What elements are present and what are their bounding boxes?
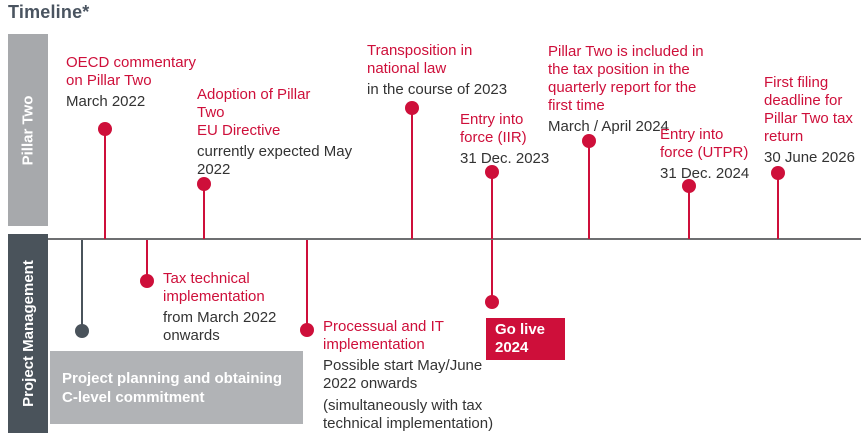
milestone-label-eu-directive: Adoption of Pillar Two EU Directive curr… (197, 86, 357, 179)
milestone-date: from March 2022 onwards (163, 309, 277, 344)
golive-title: Go live (495, 321, 546, 338)
lane-label-project-management: Project Management (19, 260, 37, 407)
milestone-label-oecd-commentary: OECD commentary on Pillar Two March 2022 (66, 54, 216, 111)
milestone-dot (582, 134, 596, 148)
milestone-label-entry-utpr: Entry into force (UTPR) 31 Dec. 2024 (660, 126, 800, 183)
milestone-date: currently expected May 2022 (197, 143, 353, 178)
milestone-dot (771, 166, 785, 180)
milestone-date: Possible start May/June 2022 onwards (323, 357, 483, 392)
milestone-title: Entry into force (IIR) (460, 111, 527, 146)
milestone-note: (simultaneously with tax technical imple… (323, 397, 494, 432)
milestone-dot (197, 177, 211, 191)
milestone-dot (140, 274, 154, 288)
milestone-stem (491, 172, 493, 239)
milestone-stem (588, 141, 590, 239)
lane-bar-pillar-two: Pillar Two (8, 34, 48, 226)
planning-stem (81, 240, 83, 331)
milestone-date: 31 Dec. 2023 (460, 150, 550, 167)
lane-label-pillar-two: Pillar Two (19, 95, 37, 165)
planning-box: Project planning and obtaining C-level c… (50, 351, 303, 424)
milestone-label-transposition: Transposition in national law in the cou… (367, 42, 532, 99)
golive-dot (485, 295, 499, 309)
milestone-title: OECD commentary on Pillar Two (66, 54, 197, 89)
milestone-stem (146, 240, 148, 281)
milestone-dot (405, 101, 419, 115)
milestone-title: Pillar Two is included in the tax positi… (548, 43, 704, 114)
golive-box: Go live 2024 (486, 318, 565, 360)
milestone-stem (203, 184, 205, 239)
golive-stem (491, 240, 493, 302)
milestone-date: 30 June 2026 (764, 149, 855, 166)
planning-dot (75, 324, 89, 338)
milestone-label-tax-technical: Tax technical implementation from March … (163, 270, 323, 345)
milestone-title: Processual and IT implementation (323, 318, 444, 353)
milestone-dot (98, 122, 112, 136)
milestone-title: Tax technical implementation (163, 270, 265, 305)
milestone-dot (682, 179, 696, 193)
milestone-title: Transposition in national law (367, 42, 473, 77)
milestone-stem (688, 186, 690, 239)
lane-bar-project-management: Project Management (8, 234, 48, 433)
golive-year: 2024 (495, 339, 529, 356)
milestone-stem (104, 129, 106, 239)
milestone-stem (777, 173, 779, 239)
milestone-label-processual-it: Processual and IT implementation Possibl… (323, 318, 503, 433)
milestone-date: March 2022 (66, 93, 146, 110)
milestone-title: First filing deadline for Pillar Two tax… (764, 74, 853, 145)
timeline-axis (48, 238, 861, 240)
milestone-stem (411, 108, 413, 239)
milestone-title: Adoption of Pillar Two EU Directive (197, 86, 311, 139)
milestone-dot (300, 323, 314, 337)
milestone-label-quarterly-report: Pillar Two is included in the tax positi… (548, 43, 728, 136)
page-title: Timeline* (8, 2, 90, 22)
milestone-date: 31 Dec. 2024 (660, 165, 750, 182)
milestone-date: in the course of 2023 (367, 81, 508, 98)
milestone-label-first-filing: First filing deadline for Pillar Two tax… (764, 74, 862, 167)
milestone-label-entry-iir: Entry into force (IIR) 31 Dec. 2023 (460, 111, 575, 168)
milestone-date: March / April 2024 (548, 118, 669, 135)
milestone-stem (306, 240, 308, 330)
milestone-title: Entry into force (UTPR) (660, 126, 749, 161)
milestone-dot (485, 165, 499, 179)
planning-box-text: Project planning and obtaining C-level c… (62, 369, 282, 406)
